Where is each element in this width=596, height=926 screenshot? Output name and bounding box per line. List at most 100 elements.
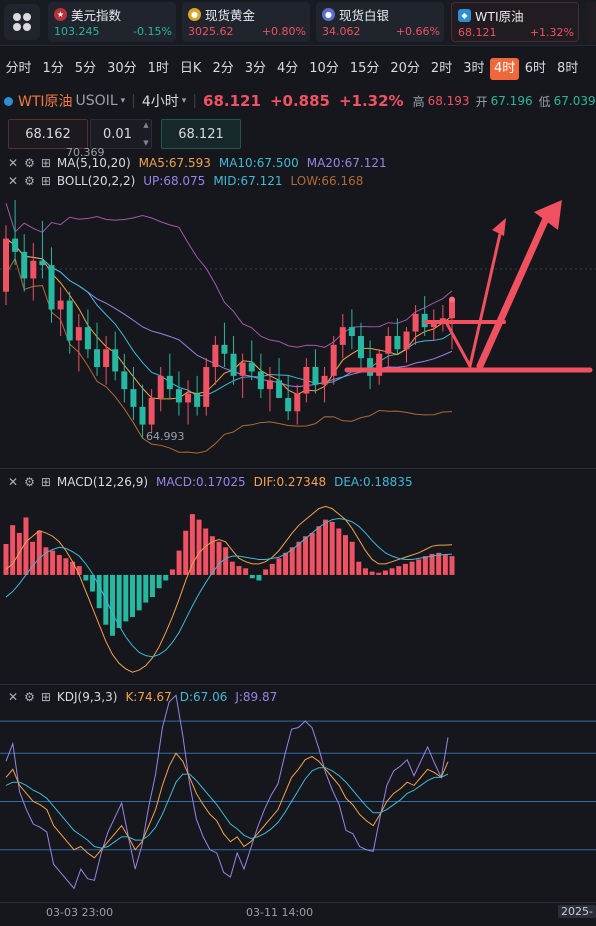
candle-body [403, 331, 410, 350]
boll-title: BOLL(20,2,2) [56, 174, 136, 188]
ticker-change: +0.66% [395, 25, 440, 38]
macd-bar [90, 574, 96, 592]
macd-bar [283, 552, 289, 575]
d-value: D:67.06 [179, 690, 228, 704]
macd-bar [309, 532, 315, 575]
timeframe-11[interactable]: 20分 [390, 61, 420, 76]
ticker-spot-gold[interactable]: ● 现货黄金 3025.62 +0.80% [182, 2, 310, 42]
lot-input[interactable]: 0.01 [90, 119, 152, 149]
symbol-selector[interactable]: WTI原油 [4, 91, 73, 111]
boll-low-value: LOW:66.168 [290, 174, 364, 188]
chevron-down-icon[interactable]: ▼ [143, 139, 149, 147]
x-tick-label: 03-03 23:00 [46, 906, 114, 919]
chevron-down-icon[interactable]: ▾ [181, 96, 187, 106]
candle-body [84, 327, 91, 350]
gear-icon[interactable]: ⚙ [24, 475, 35, 489]
close-icon[interactable]: ✕ [8, 475, 19, 489]
macd-bar [63, 558, 69, 575]
close-icon[interactable]: ✕ [8, 174, 19, 188]
gear-icon[interactable]: ⚙ [24, 690, 35, 704]
timeframe-8[interactable]: 4分 [277, 61, 299, 76]
macd-bar [156, 574, 162, 589]
macd-bar [249, 574, 255, 579]
candle-body [75, 327, 82, 341]
low-label: 低 [538, 94, 551, 109]
timeframe-3[interactable]: 30分 [107, 61, 137, 76]
candle-body [203, 367, 210, 407]
expand-icon[interactable]: ⊞ [40, 475, 51, 489]
macd-bar [203, 528, 209, 575]
macd-bar [356, 561, 362, 575]
lot-value: 0.01 [103, 126, 132, 142]
close-icon[interactable]: ✕ [8, 690, 19, 704]
gear-icon[interactable]: ⚙ [24, 174, 35, 188]
candle-body [385, 336, 392, 354]
ticker-wti-oil[interactable]: ◆ WTI原油 68.121 +1.32% [451, 2, 579, 42]
timeframe-5[interactable]: 日K [179, 61, 202, 76]
ticker-name: 美元指数 [71, 7, 122, 23]
chevron-up-icon[interactable]: ▲ [143, 121, 149, 129]
gear-icon[interactable]: ⚙ [24, 156, 35, 170]
ma5-line [5, 238, 453, 400]
timeframe-16[interactable]: 8时 [557, 61, 579, 76]
ticker-usd-index[interactable]: ★ 美元指数 103.245 -0.15% [48, 2, 176, 42]
candle-body [157, 375, 164, 398]
macd-bar [189, 514, 195, 575]
timeframe-9[interactable]: 10分 [309, 61, 339, 76]
macd-bar [70, 561, 76, 575]
timeframe-12[interactable]: 2时 [430, 61, 453, 76]
macd-bar [396, 566, 402, 575]
timeframe-1[interactable]: 1分 [42, 61, 64, 76]
candle-body [276, 380, 283, 398]
divider: | [131, 93, 136, 109]
pane-divider [0, 684, 596, 685]
candle-body [285, 398, 292, 412]
macd-bar [149, 574, 155, 598]
open-value: 67.196 [490, 94, 533, 108]
ticker-spot-silver[interactable]: ● 现货白银 34.062 +0.66% [316, 2, 444, 42]
timeframe-2[interactable]: 5分 [74, 61, 97, 76]
apps-grid-icon[interactable] [4, 4, 40, 40]
ticker-bar: ★ 美元指数 103.245 -0.15% ● 现货黄金 3025.62 +0.80% … [0, 0, 596, 46]
macd-bar [50, 550, 56, 575]
candle-body [212, 344, 219, 367]
timeframe-10[interactable]: 15分 [349, 61, 380, 76]
timeframe-7[interactable]: 3分 [244, 61, 266, 76]
path-arrow-2 [476, 210, 552, 370]
expand-icon[interactable]: ⊞ [40, 690, 51, 704]
candle-body [48, 265, 55, 310]
k-value: K:74.67 [125, 690, 172, 704]
macd-bar [376, 572, 382, 575]
gold-icon: ● [188, 7, 201, 21]
ticker-change: +0.80% [261, 25, 306, 38]
k-line [5, 752, 449, 859]
timeframe-0[interactable]: 分时 [5, 61, 32, 76]
timeframe-6[interactable]: 2分 [212, 61, 234, 76]
close-icon[interactable]: ✕ [8, 156, 19, 170]
kdj-legend: ✕ ⚙ ⊞ KDJ(9,3,3) K:74.67 D:67.06 J:89.87 [8, 688, 277, 706]
candle-body [239, 362, 246, 376]
candle-body [248, 362, 255, 372]
timeframe-14[interactable]: 4时 [489, 58, 520, 80]
period-selector[interactable]: 4小时 [141, 94, 179, 110]
last-price: 68.121 [203, 92, 261, 110]
macd-bar [43, 547, 49, 575]
macd-bar [336, 528, 342, 575]
expand-icon[interactable]: ⊞ [40, 174, 51, 188]
expand-icon[interactable]: ⊞ [40, 156, 51, 170]
oil-icon [4, 96, 13, 106]
chevron-down-icon[interactable]: ▾ [120, 96, 126, 106]
ma5-value: MA5:67.593 [138, 156, 211, 170]
timeframe-4[interactable]: 1时 [147, 61, 169, 76]
candle-body [12, 238, 19, 252]
timeframe-13[interactable]: 3时 [463, 61, 485, 76]
lot-stepper[interactable]: ▲ ▼ [140, 121, 152, 147]
buy-price-box[interactable]: 68.121 [161, 119, 241, 149]
boll-legend: ✕ ⚙ ⊞ BOLL(20,2,2) UP:68.075 MID:67.121 LO… [8, 172, 363, 190]
ticker-next-partial[interactable] [586, 2, 596, 42]
j-value: J:89.87 [235, 690, 278, 704]
sell-price-box[interactable]: 68.162 [8, 119, 88, 149]
timeframe-15[interactable]: 6时 [524, 61, 547, 76]
macd-bar [296, 541, 302, 575]
